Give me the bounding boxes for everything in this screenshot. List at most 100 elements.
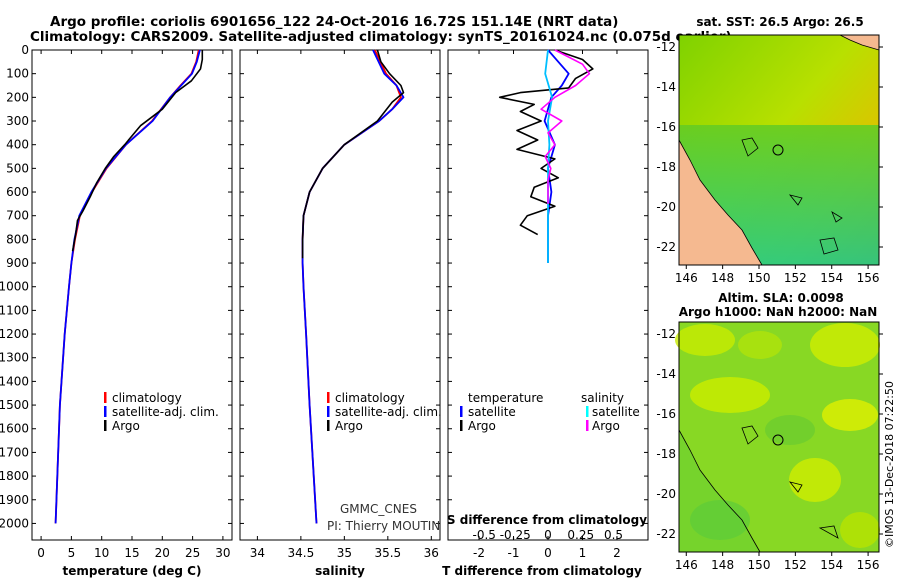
series-satellite-adj-clim-	[301, 49, 405, 524]
temperature-legend: climatology satellite-adj. clim. Argo	[104, 391, 219, 433]
depth-tick-label: 1000	[0, 280, 29, 294]
legend-label-s-satellite: satellite	[592, 405, 640, 419]
legend-label-satellite: satellite-adj. clim.	[335, 405, 442, 419]
legend-label-climatology: climatology	[335, 391, 405, 405]
argo-float-marker-sla	[772, 434, 784, 446]
s-tick-label: 0.5	[604, 528, 623, 542]
t-difference-xlabel: T difference from climatology	[442, 564, 642, 578]
series-climatology	[301, 49, 402, 524]
argo-float-marker-sst	[772, 144, 784, 156]
temperature-xlabel: temperature (deg C)	[63, 564, 202, 578]
x-tick-label: 20	[155, 546, 170, 560]
s-tick-label: -0.25	[500, 528, 531, 542]
depth-tick-label: 900	[6, 256, 29, 270]
depth-tick-label: 1200	[0, 327, 29, 341]
lat-tick-label: -14	[656, 80, 676, 94]
lon-tick-label: 156	[857, 558, 880, 572]
series-satellite-adj-clim-	[54, 49, 201, 524]
lon-tick-label: 150	[748, 271, 771, 285]
legend-label-argo: Argo	[112, 419, 140, 433]
lon-tick-label: 154	[820, 558, 843, 572]
temperature-panel-frame	[31, 49, 233, 541]
depth-tick-label: 600	[6, 185, 29, 199]
legend-title-temperature: temperature	[468, 391, 543, 405]
sst-map-title: sat. SST: 26.5 Argo: 26.5	[696, 15, 863, 29]
sla-map-title-2: Argo h1000: NaN h2000: NaN	[679, 305, 878, 319]
depth-tick-label: 300	[6, 114, 29, 128]
lat-tick-label: -22	[656, 527, 676, 541]
depth-tick-label: 800	[6, 232, 29, 246]
salinity-legend: climatology satellite-adj. clim. Argo	[327, 391, 442, 433]
sst-map-axes: 146 148 150 152 154 156 -12 -14 -16 -18 -20 -22	[656, 40, 883, 285]
lon-tick-label: 152	[784, 558, 807, 572]
s-difference-label: S difference from climatology	[447, 513, 647, 527]
depth-tick-label: 1600	[0, 422, 29, 436]
difference-legend: temperature salinity satellite Argo sate…	[460, 391, 640, 433]
lat-tick-label: -20	[656, 200, 676, 214]
x-tick-label: 5	[68, 546, 76, 560]
x-tick-label: 15	[124, 546, 139, 560]
x-tick-label: 36	[424, 546, 439, 560]
title-line-1: Argo profile: coriolis 6901656_122 24-Oc…	[50, 14, 618, 30]
reefs-sst	[741, 137, 843, 255]
s-tick-label: 0	[544, 528, 552, 542]
sla-map-frame	[678, 321, 880, 553]
sla-map-axes: 146 148 150 152 154 156 -12 -14 -16 -18 -20 -22	[656, 327, 883, 572]
legend-swatch-argo	[104, 420, 107, 431]
legend-label-climatology: climatology	[112, 391, 182, 405]
depth-tick-label: 2000	[0, 516, 29, 530]
reefs-sla	[741, 425, 839, 539]
x-tick-label: -1	[508, 546, 520, 560]
series-climatology	[54, 49, 200, 524]
legend-label-s-argo: Argo	[592, 419, 620, 433]
lat-tick-label: -20	[656, 487, 676, 501]
series-argo	[71, 50, 204, 252]
legend-label-satellite: satellite-adj. clim.	[112, 405, 219, 419]
series-argo	[301, 49, 405, 259]
lat-tick-label: -16	[656, 120, 676, 134]
lat-tick-label: -12	[656, 327, 676, 341]
legend-swatch-t-argo	[460, 420, 463, 431]
series-s-satellite	[544, 49, 553, 263]
lon-tick-label: 152	[784, 271, 807, 285]
salinity-panel-frame	[239, 49, 441, 541]
x-tick-label: 34	[250, 546, 265, 560]
title-line-2: Climatology: CARS2009. Satellite-adjuste…	[30, 29, 732, 45]
legend-title-salinity: salinity	[581, 391, 624, 405]
depth-tick-label: 1800	[0, 469, 29, 483]
depth-tick-label: 1400	[0, 374, 29, 388]
series-s-argo	[540, 49, 591, 204]
lon-tick-label: 150	[748, 558, 771, 572]
legend-swatch-satellite	[104, 406, 107, 417]
lon-tick-label: 156	[857, 271, 880, 285]
legend-swatch-t-satellite	[460, 406, 463, 417]
sla-map-title-1: Altim. SLA: 0.0098	[718, 291, 844, 305]
depth-axis: 0 100 200 300 400 500 600 700 800 900 1000 1100 1200…	[0, 43, 648, 530]
x-tick-label: 35	[337, 546, 352, 560]
profile-plot-marks: 0 5 10 15 20 25 30 34 34.5 35 35.5 36 -2 -1 0 1 2 -0.5 -0.…	[37, 49, 623, 560]
s-tick-label: -0.5	[472, 528, 495, 542]
lon-tick-label: 146	[675, 271, 698, 285]
legend-swatch-climatology	[104, 392, 107, 403]
x-tick-label: 30	[215, 546, 230, 560]
x-tick-label: 1	[579, 546, 587, 560]
depth-tick-label: 1300	[0, 351, 29, 365]
legend-swatch-s-satellite	[586, 406, 589, 417]
depth-tick-label: 1900	[0, 493, 29, 507]
legend-label-t-satellite: satellite	[468, 405, 516, 419]
depth-tick-label: 500	[6, 161, 29, 175]
legend-swatch-satellite	[327, 406, 330, 417]
lon-tick-label: 148	[711, 271, 734, 285]
legend-swatch-s-argo	[586, 420, 589, 431]
sst-map	[678, 34, 880, 266]
x-tick-label: 0	[544, 546, 552, 560]
x-tick-label: 25	[185, 546, 200, 560]
legend-swatch-climatology	[327, 392, 330, 403]
lat-tick-label: -12	[656, 40, 676, 54]
depth-tick-label: 1500	[0, 398, 29, 412]
sst-map-frame	[678, 34, 880, 266]
imos-watermark: ©IMOS 13-Dec-2018 07:22:50	[883, 381, 896, 548]
x-tick-label: 2	[613, 546, 621, 560]
lat-tick-label: -18	[656, 160, 676, 174]
